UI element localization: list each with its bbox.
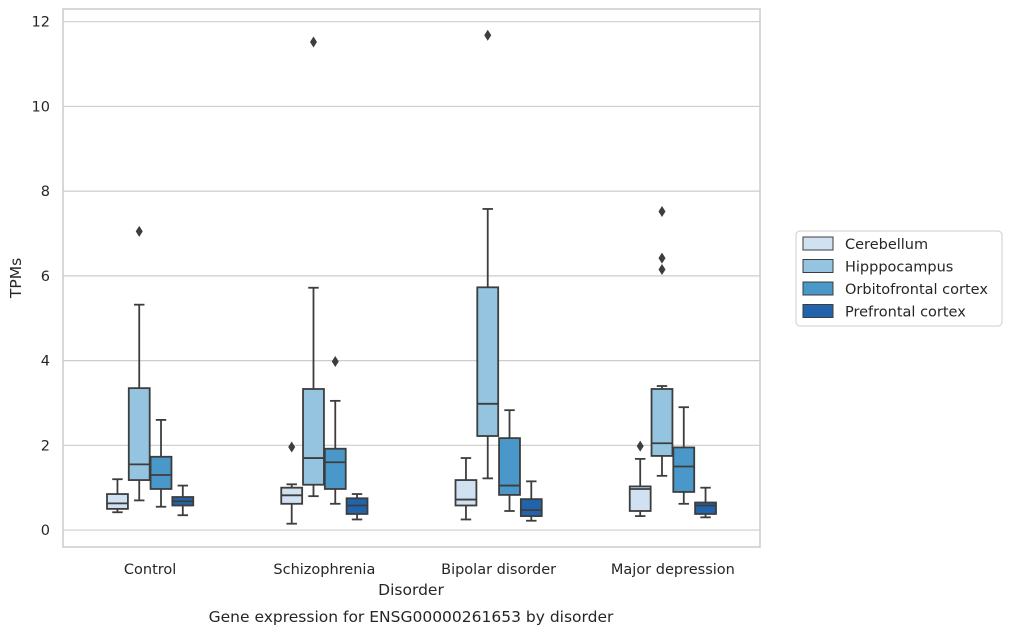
box-body: [302, 388, 325, 486]
box-orbitofrontal-cortex: [672, 406, 696, 505]
box-prefrontal-cortex: [345, 493, 369, 521]
box-prefrontal-cortex: [694, 486, 717, 519]
box-body: [498, 437, 521, 496]
y-tick-label: 8: [41, 184, 50, 200]
box-body: [149, 455, 173, 490]
outlier-point: [331, 355, 339, 367]
chart-caption: Gene expression for ENSG00000261653 by d…: [209, 608, 614, 626]
x-tick-label: Schizophrenia: [273, 562, 375, 578]
x-tick-labels: Control Schizophrenia Bipolar disorder Majo…: [124, 562, 735, 578]
box-hipppocampus: [302, 36, 325, 498]
box-prefrontal-cortex: [519, 480, 543, 522]
x-tick-label: Bipolar disorder: [441, 562, 556, 578]
outlier-point: [135, 225, 143, 237]
y-axis-title: TPMs: [7, 258, 25, 299]
box-body: [106, 493, 129, 510]
box-orbitofrontal-cortex: [498, 409, 521, 512]
box-body: [650, 388, 674, 457]
outlier-point: [658, 252, 666, 264]
box-body: [127, 387, 151, 481]
legend-label: Orbitofrontal cortex: [845, 282, 988, 298]
box-layer: [106, 29, 717, 525]
legend-label: Cerebellum: [845, 237, 928, 253]
legend-swatch: [802, 236, 834, 251]
outlier-point: [658, 264, 666, 276]
outlier-point: [288, 441, 296, 453]
legend-frame: [795, 230, 1003, 327]
box-cerebellum: [280, 441, 304, 525]
box-body: [476, 286, 500, 437]
y-tick-label: 12: [32, 15, 50, 31]
box-body: [694, 501, 717, 515]
y-tick-label: 2: [41, 438, 50, 454]
y-tick-label: 4: [41, 354, 50, 370]
box-body: [519, 498, 543, 517]
legend-swatch: [802, 304, 834, 318]
box-body: [672, 446, 696, 493]
box-body: [628, 485, 652, 512]
legend-swatch: [802, 259, 834, 273]
outlier-point: [636, 440, 644, 452]
box-hipppocampus: [650, 205, 674, 477]
legend-label: Hipppocampus: [845, 260, 953, 276]
y-tick-label: 10: [32, 99, 50, 115]
box-body: [323, 447, 347, 490]
plot-area: [62, 8, 761, 548]
x-axis-title: Disorder: [378, 581, 444, 599]
outlier-point: [309, 36, 317, 48]
x-tick-label: Major depression: [611, 562, 735, 578]
box-orbitofrontal-cortex: [323, 355, 347, 505]
x-tick-label: Control: [124, 562, 176, 578]
outlier-point: [658, 205, 666, 217]
outlier-point: [484, 29, 492, 41]
box-orbitofrontal-cortex: [149, 419, 173, 508]
box-prefrontal-cortex: [171, 484, 195, 517]
box-cerebellum: [628, 440, 652, 517]
legend-label: Prefrontal cortex: [845, 305, 966, 321]
legend: Cerebellum Hipppocampus Orbitofrontal cort…: [795, 230, 1003, 327]
y-tick-labels: 0 2 4 6 8 10 12: [32, 15, 50, 539]
box-body: [454, 479, 478, 507]
box-cerebellum: [106, 478, 129, 514]
y-tick-label: 6: [41, 269, 50, 285]
legend-swatch: [802, 281, 834, 296]
grid-layer: [63, 21, 760, 531]
box-hipppocampus: [127, 225, 151, 502]
box-hipppocampus: [476, 29, 500, 480]
box-cerebellum: [454, 457, 478, 521]
y-tick-label: 0: [41, 523, 50, 539]
